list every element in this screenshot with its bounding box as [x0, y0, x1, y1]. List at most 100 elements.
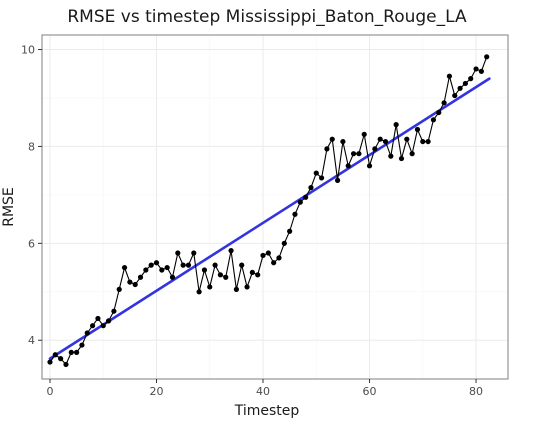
grid: [42, 35, 508, 379]
rmse-data-point: [398, 155, 405, 162]
rmse-data-point: [169, 274, 176, 280]
x-tick-label: 80: [469, 385, 483, 398]
y-axis-title: RMSE: [1, 187, 17, 227]
y-axis: 4 6 8 10: [21, 44, 42, 347]
rmse-data-point: [196, 289, 202, 295]
rmse-data-point: [473, 66, 479, 72]
rmse-data-point: [201, 267, 208, 273]
rmse-data-point: [100, 323, 106, 329]
rmse-data-point: [287, 228, 293, 234]
rmse-data-point: [212, 262, 218, 268]
rmse-data-point: [468, 76, 474, 82]
rmse-data-point: [63, 361, 69, 368]
rmse-data-point: [58, 356, 64, 362]
rmse-data-point: [361, 131, 367, 137]
rmse-data-point: [217, 272, 224, 278]
rmse-data-point: [324, 146, 330, 152]
trend-line-layer: [48, 77, 491, 360]
rmse-data-point: [478, 68, 484, 74]
rmse-data-point: [484, 54, 490, 60]
rmse-data-point: [137, 274, 144, 280]
rmse-data-point: [404, 136, 410, 142]
rmse-data-point: [409, 151, 415, 157]
rmse-data-point: [350, 151, 357, 157]
rmse-data-point: [430, 117, 437, 123]
rmse-data-point: [313, 170, 319, 176]
y-tick-label: 10: [21, 44, 35, 57]
rmse-data-point: [68, 349, 74, 355]
trend-line: [48, 77, 491, 360]
rmse-data-point: [132, 281, 138, 288]
chart-title: RMSE vs timestep Mississippi_Baton_Rouge…: [67, 7, 467, 27]
y-tick-label: 8: [28, 140, 35, 153]
rmse-data-point: [329, 136, 335, 142]
rmse-data-point: [228, 248, 234, 254]
rmse-data-point: [372, 146, 378, 152]
rmse-data-point: [425, 138, 431, 145]
rmse-data-point: [297, 199, 303, 205]
rmse-data-point: [388, 153, 394, 159]
rmse-data-point: [239, 262, 245, 268]
rmse-data-point: [116, 286, 122, 292]
rmse-data-point: [95, 315, 101, 322]
x-tick-label: 40: [256, 385, 270, 398]
rmse-data-point: [462, 80, 468, 87]
rmse-data-point: [111, 308, 117, 314]
rmse-data-point: [446, 73, 453, 79]
x-tick-label: 60: [363, 385, 377, 398]
rmse-data-point: [457, 85, 463, 91]
rmse-data-point: [164, 264, 170, 271]
rmse-data-point: [89, 323, 96, 329]
rmse-data-point: [79, 342, 85, 348]
rmse-data-point: [244, 284, 250, 290]
rmse-data-point: [180, 262, 186, 268]
rmse-data-point: [153, 260, 160, 266]
rmse-data-point: [377, 136, 383, 142]
rmse-data-point: [191, 250, 197, 256]
rmse-data-point: [303, 194, 309, 200]
rmse-data-point: [308, 185, 314, 191]
rmse-data-point: [276, 255, 282, 261]
rmse-data-point: [281, 240, 287, 246]
rmse-data-point: [148, 262, 154, 268]
rmse-data-point: [175, 250, 181, 256]
rmse-data-point: [414, 126, 421, 133]
rmse-data-point: [340, 138, 346, 145]
rmse-data-point: [393, 122, 399, 128]
rmse-data-point: [260, 252, 266, 259]
rmse-data-point: [292, 211, 298, 217]
rmse-data-point: [47, 359, 53, 365]
y-tick-label: 6: [28, 237, 35, 250]
rmse-data-point: [420, 138, 426, 145]
x-tick-label: 20: [150, 385, 164, 398]
rmse-data-point: [452, 92, 458, 99]
rmse-data-point: [127, 279, 133, 285]
rmse-data-point: [382, 138, 389, 145]
rmse-data-point: [223, 274, 229, 280]
rmse-data-point: [233, 286, 239, 292]
x-axis: 0 20 40 60 80: [46, 379, 483, 398]
rmse-data-point: [84, 330, 90, 336]
rmse-data-point: [366, 163, 373, 169]
x-axis-title: Timestep: [234, 403, 300, 419]
rmse-data-point: [441, 100, 447, 106]
rmse-data-point: [159, 267, 165, 273]
rmse-data-point: [74, 349, 80, 355]
rmse-data-point: [345, 163, 351, 169]
plot-panel: [41, 34, 509, 380]
rmse-data-point: [143, 267, 149, 273]
rmse-data-point: [356, 151, 362, 157]
rmse-data-point: [185, 262, 192, 268]
rmse-data-point: [207, 284, 213, 290]
rmse-data-point: [334, 177, 341, 183]
x-tick-label: 0: [46, 385, 53, 398]
rmse-data-point: [319, 175, 325, 181]
y-tick-label: 4: [28, 334, 35, 347]
rmse-data-point: [52, 352, 58, 358]
rmse-data-point: [249, 269, 255, 276]
data-series-layer: [47, 54, 490, 368]
rmse-data-point: [436, 109, 442, 116]
rmse-data-point: [121, 264, 128, 271]
rmse-data-point: [271, 260, 277, 266]
